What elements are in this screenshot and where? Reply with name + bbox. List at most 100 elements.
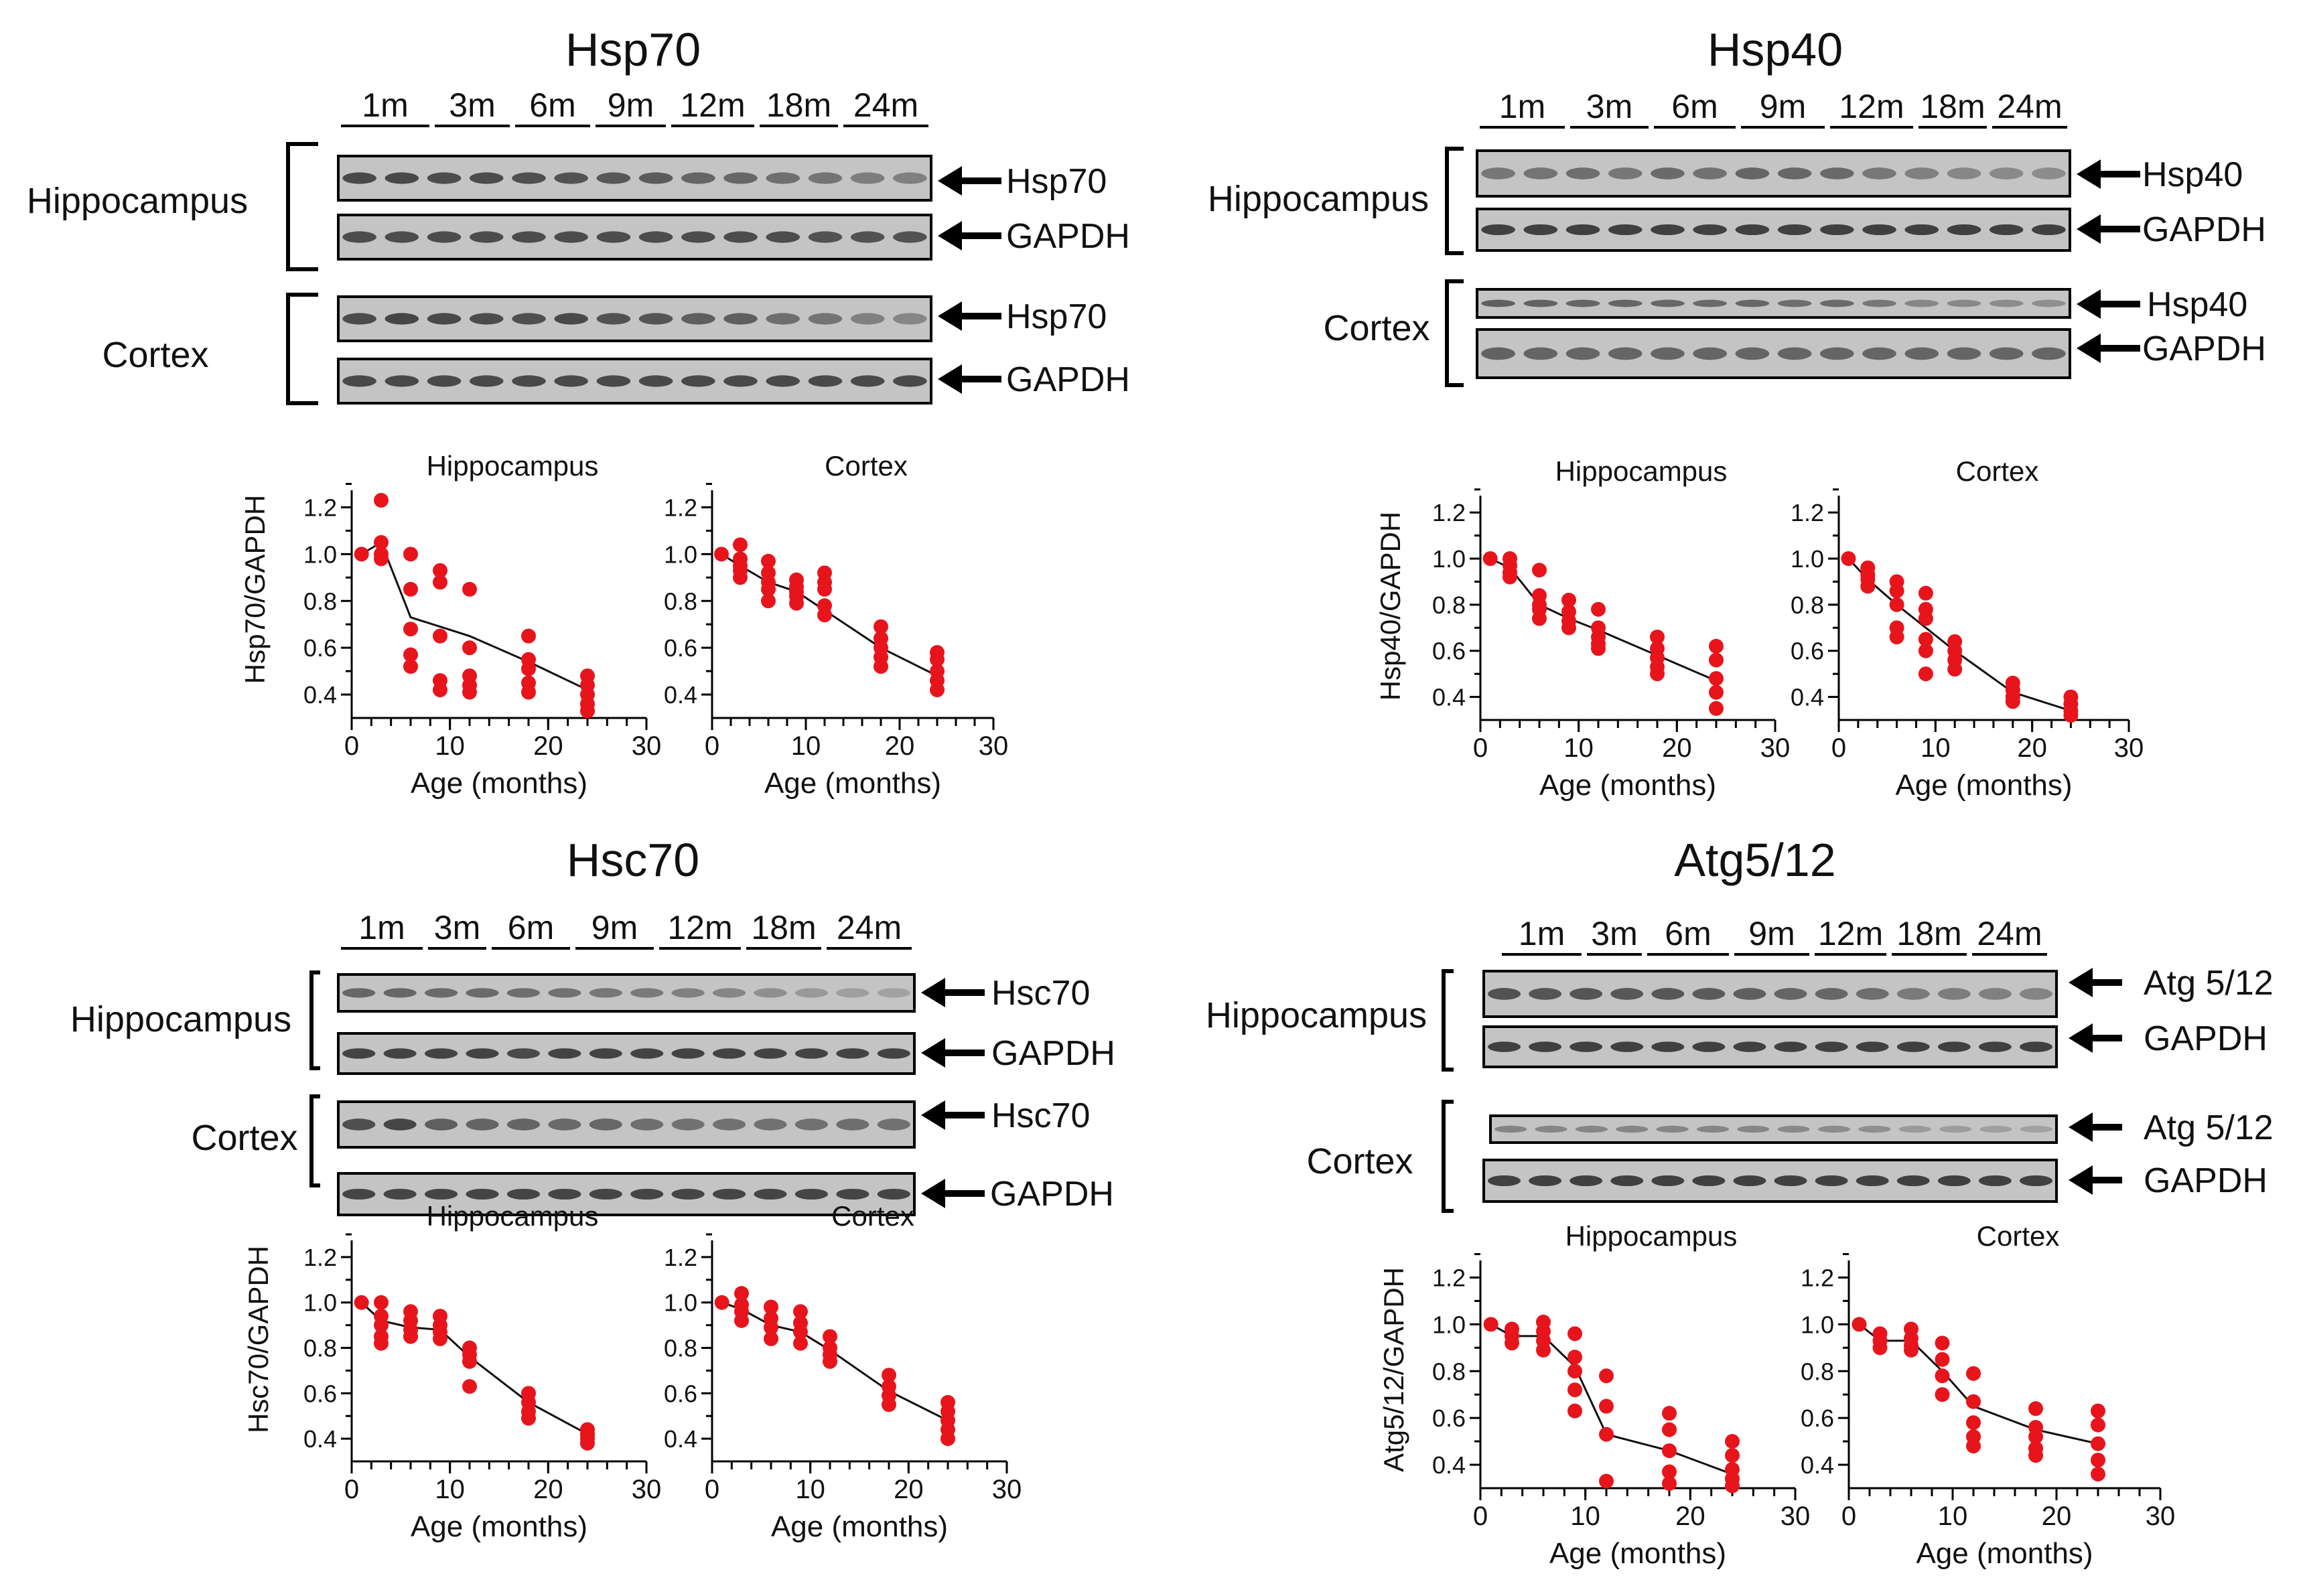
protein-band — [1896, 1041, 1930, 1052]
x-tick-label: 10 — [1921, 733, 1951, 763]
data-point — [1650, 666, 1665, 682]
data-point — [1482, 551, 1498, 567]
protein-band — [1947, 347, 1981, 360]
band-label: GAPDH — [2142, 330, 2266, 368]
protein-band — [1523, 224, 1558, 236]
data-point — [789, 595, 804, 611]
lane-label: 24m — [1997, 88, 2062, 125]
y-tick-label: 0.6 — [303, 1380, 337, 1407]
region-bracket — [309, 1094, 320, 1187]
arrow-head-icon — [938, 221, 962, 250]
mean-trend-line — [360, 1301, 588, 1435]
protein-band — [2020, 1175, 2052, 1187]
data-point — [1532, 611, 1547, 626]
protein-band — [427, 375, 462, 387]
lane-label: 1m — [358, 909, 405, 946]
protein-band — [425, 988, 458, 998]
data-point — [930, 682, 945, 698]
protein-band — [766, 231, 800, 243]
protein-band — [1651, 224, 1685, 236]
y-tick-label: 0.6 — [303, 634, 337, 662]
x-axis-title: Age (months) — [771, 1510, 948, 1543]
data-point — [1709, 701, 1724, 716]
x-tick-label: 10 — [1563, 733, 1594, 763]
band-label: GAPDH — [2144, 1019, 2267, 1058]
protein-band — [1488, 1041, 1521, 1052]
protein-band — [1904, 167, 1939, 179]
chart-title: Cortex — [1977, 1220, 2060, 1252]
x-tick-label: 10 — [435, 1475, 465, 1504]
protein-band — [512, 172, 546, 184]
x-tick-label: 20 — [1675, 1502, 1705, 1531]
y-tick-label: 1.0 — [1801, 1311, 1834, 1338]
blot-strip: GAPDH — [1476, 208, 2266, 252]
protein-band — [2032, 224, 2066, 236]
x-tick-label: 0 — [1473, 1502, 1488, 1531]
region-bracket — [286, 293, 318, 405]
data-point — [1889, 597, 1904, 612]
protein-band — [630, 1118, 664, 1131]
lane-label: 9m — [608, 86, 654, 124]
protein-band — [1608, 347, 1643, 360]
data-point — [354, 547, 369, 562]
region-label: Hippocampus — [27, 181, 248, 221]
data-point — [1725, 1448, 1740, 1463]
data-point — [374, 1295, 389, 1310]
arrow-shaft — [2091, 979, 2122, 986]
arrow-shaft — [2091, 1124, 2122, 1131]
protein-band — [1947, 224, 1981, 236]
data-point — [2005, 694, 2020, 709]
protein-band — [1481, 167, 1515, 179]
data-point — [882, 1397, 896, 1412]
protein-band — [512, 313, 546, 325]
data-point — [733, 537, 748, 553]
protein-band — [836, 1188, 869, 1200]
arrow-shaft — [961, 232, 1001, 239]
protein-band — [1947, 299, 1981, 307]
region-label: Hippocampus — [1206, 995, 1427, 1035]
band-label: GAPDH — [1006, 360, 1130, 399]
data-point — [793, 1335, 808, 1351]
blot-strip: GAPDH — [1482, 1019, 2267, 1068]
data-point — [1599, 1398, 1614, 1414]
y-tick-label: 1.2 — [1432, 1264, 1466, 1291]
protein-band — [554, 231, 588, 243]
protein-band — [630, 988, 664, 998]
x-tick-label: 10 — [795, 1475, 825, 1504]
protein-band — [466, 1188, 499, 1200]
y-tick-label: 0.6 — [1432, 638, 1466, 665]
blot-frame — [1489, 1114, 2058, 1144]
protein-band — [342, 231, 376, 243]
data-point — [462, 640, 477, 656]
protein-band — [548, 988, 581, 998]
data-point — [1918, 666, 1933, 682]
protein-band — [596, 313, 631, 325]
panel-title: Atg5/12 — [1674, 834, 1835, 886]
band-label: Hsp40 — [2142, 155, 2243, 194]
data-point — [1860, 579, 1876, 594]
y-axis-title: Hsp40/GAPDH — [1375, 512, 1406, 701]
protein-band — [596, 172, 631, 184]
arrow-head-icon — [938, 301, 962, 331]
protein-band — [630, 1048, 664, 1059]
protein-band — [1693, 347, 1727, 360]
lane-label: 3m — [1591, 915, 1637, 952]
protein-band — [1575, 1125, 1608, 1133]
data-point — [734, 1286, 749, 1301]
x-axis-title: Age (months) — [1549, 1537, 1726, 1570]
y-axis-title: Hsp70/GAPDH — [239, 495, 271, 684]
y-tick-label: 1.0 — [664, 1289, 697, 1317]
protein-band — [1481, 224, 1515, 236]
data-point — [521, 628, 536, 644]
arrow-head-icon — [2077, 334, 2101, 363]
lane-label: 12m — [667, 909, 732, 946]
protein-band — [638, 375, 673, 387]
protein-band — [1565, 167, 1600, 179]
data-point — [1567, 1364, 1582, 1379]
data-point — [1503, 569, 1517, 585]
data-point — [817, 581, 832, 597]
data-point — [374, 492, 389, 508]
lane-label: 18m — [1920, 88, 1985, 125]
blot-strip: Hsc70 — [337, 973, 1090, 1013]
data-point — [1889, 583, 1904, 599]
